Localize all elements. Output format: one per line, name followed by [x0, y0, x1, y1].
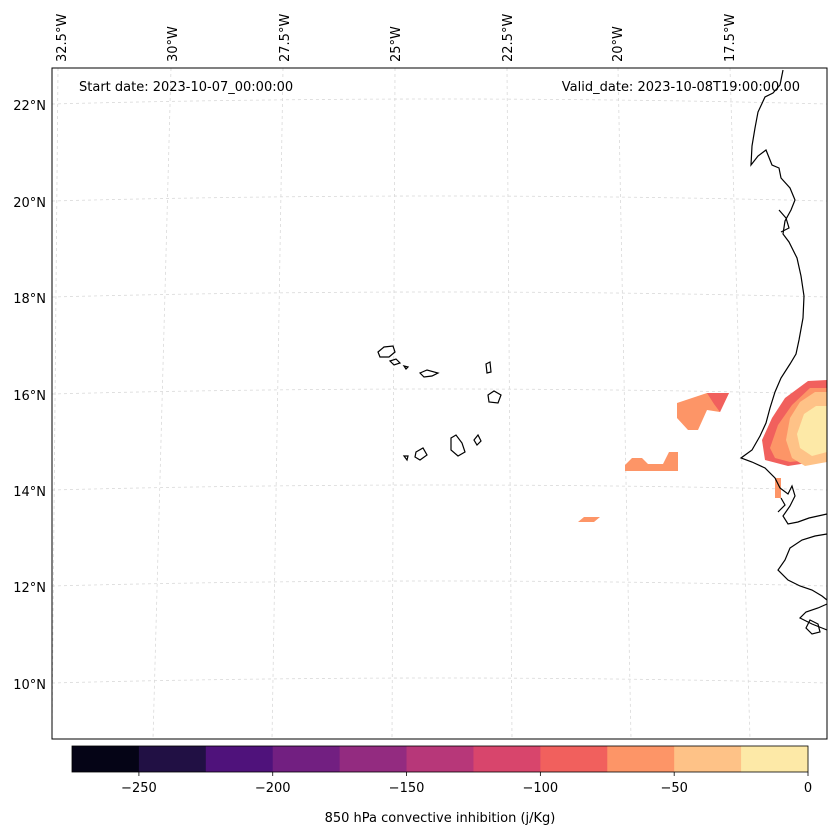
colorbar-segment	[607, 746, 675, 772]
meridian-gridlines	[52, 68, 751, 739]
cin-patch-offshore-south	[578, 517, 600, 522]
lon-label-25w: 25°W	[389, 26, 404, 62]
island-sao-nicolau	[418, 369, 440, 378]
colorbar-tick-label: −250	[121, 781, 157, 796]
colorbar-tick-label: −50	[660, 781, 687, 796]
lat-label-16n: 16°N	[13, 389, 46, 404]
colorbar-segment	[72, 746, 140, 772]
cin-patch-senegal-coast-core	[797, 406, 827, 456]
colorbar-tick-label: −150	[389, 781, 425, 796]
start-date-label: Start date: 2023-10-07_00:00:00	[79, 80, 293, 95]
colorbar-tick-label: −100	[523, 781, 559, 796]
cin-patch-gambia	[775, 478, 781, 498]
lon-label-30w: 30°W	[166, 26, 181, 62]
colorbar-segment	[272, 746, 341, 772]
map-area	[52, 68, 827, 739]
colorbar-segment	[540, 746, 608, 772]
lat-label-22n: 22°N	[13, 99, 46, 114]
valid-date-label: Valid_date: 2023-10-08T19:00:00.00	[562, 80, 800, 95]
island-fogo	[414, 447, 428, 461]
colorbar-tick-label: 0	[804, 781, 812, 796]
colorbar-segment	[205, 746, 274, 772]
island-brava	[402, 455, 409, 462]
island-santo-antao	[377, 345, 396, 358]
island-santa-luzia	[402, 365, 410, 370]
coastline	[739, 69, 827, 635]
lon-label-32-5w: 32.5°W	[55, 14, 70, 62]
longitude-labels: 32.5°W 30°W 27.5°W 25°W 22.5°W 20°W 17.5…	[55, 14, 738, 62]
colorbar-segment	[741, 746, 809, 772]
island-sao-vicente	[388, 358, 402, 366]
colorbar-frame	[71, 745, 809, 773]
lon-label-22-5w: 22.5°W	[501, 14, 516, 62]
parallel-gridlines	[52, 98, 827, 684]
latitude-labels: 22°N 20°N 18°N 16°N 14°N 12°N 10°N	[13, 99, 46, 693]
island-boa-vista	[487, 390, 502, 404]
colorbar	[71, 745, 809, 773]
lat-label-10n: 10°N	[13, 678, 46, 693]
colorbar-segment	[406, 746, 474, 772]
colorbar-segment	[473, 746, 541, 772]
colorbar-segment	[674, 746, 742, 772]
colorbar-title: 850 hPa convective inhibition (j/Kg)	[325, 811, 556, 826]
colorbar-segment	[339, 746, 408, 772]
map-frame	[51, 67, 828, 740]
lon-label-20w: 20°W	[611, 26, 626, 62]
lat-label-14n: 14°N	[13, 485, 46, 500]
cape-verde-islands	[377, 345, 502, 462]
cin-field	[578, 380, 827, 522]
colorbar-segment	[138, 746, 207, 772]
island-sal	[485, 361, 492, 374]
lat-label-12n: 12°N	[13, 581, 46, 596]
island-maio	[473, 433, 482, 446]
colorbar-tick-label: −200	[255, 781, 291, 796]
cin-patch-offshore-mid	[625, 452, 678, 471]
lon-label-27-5w: 27.5°W	[278, 14, 293, 62]
cin-patch-offshore-north-red	[707, 393, 729, 412]
colorbar-ticks: −250 −200 −150 −100 −50 0	[121, 772, 812, 796]
lat-label-18n: 18°N	[13, 292, 46, 307]
lat-label-20n: 20°N	[13, 196, 46, 211]
lon-label-17-5w: 17.5°W	[723, 14, 738, 62]
island-santiago	[450, 434, 466, 457]
